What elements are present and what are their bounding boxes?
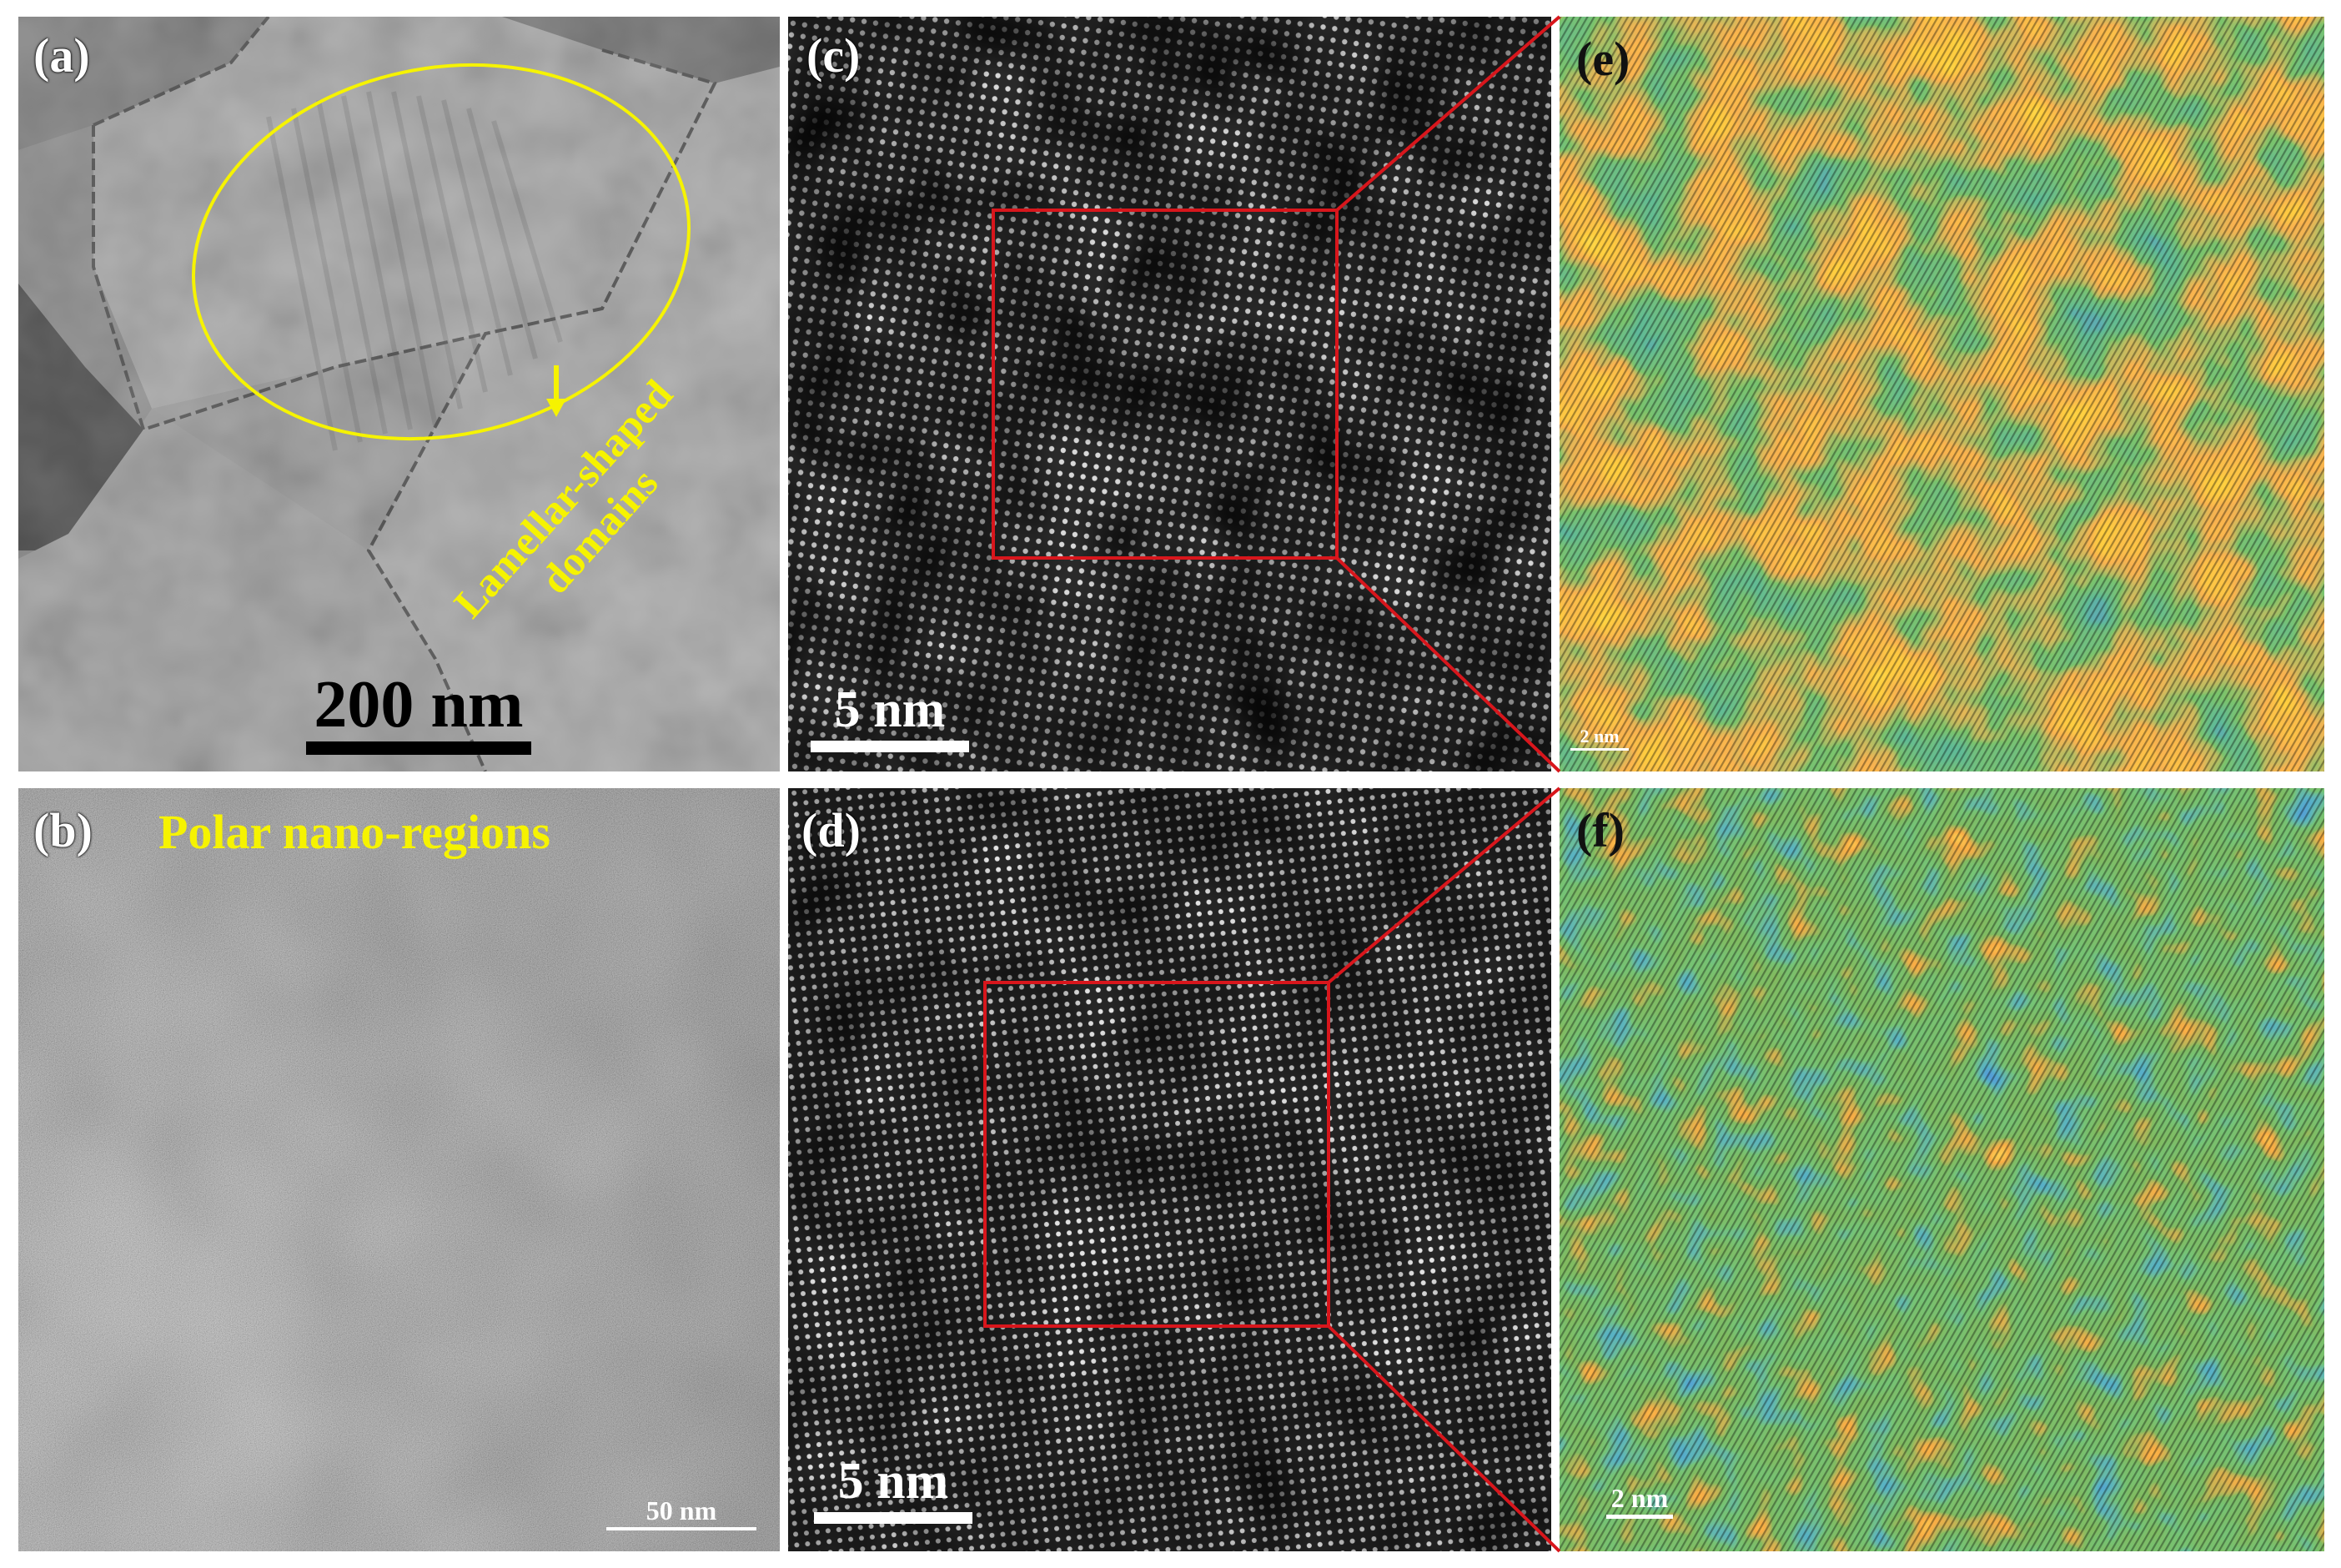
scale-bar-a: 200 nm (294, 671, 544, 755)
panel-e-phase-map: (e) 2 nm (1560, 17, 2324, 771)
roi-box-c (992, 209, 1339, 560)
hrtem-lattice-image (788, 17, 1551, 771)
panel-b-tem-image: (b) Polar nano-regions 50 nm (18, 788, 780, 1551)
panel-label-f: (f) (1576, 803, 1625, 857)
scale-bar-b: 50 nm (598, 1497, 765, 1530)
arrow-icon (546, 399, 566, 417)
panel-label-b: (b) (33, 803, 93, 857)
polarization-phase-map (1560, 17, 2324, 771)
scale-bar-label: 2 nm (1580, 726, 1620, 746)
lamellar-domain-ellipse (192, 63, 691, 441)
panel-c-hrtem-image: (c) 5 nm (788, 17, 1551, 771)
scale-bar-line (1570, 748, 1629, 751)
tem-bright-field-image (18, 17, 780, 771)
scale-bar-line (306, 741, 531, 755)
scale-bar-label: 5 nm (834, 681, 946, 738)
scale-bar-e: 2 nm (1566, 727, 1633, 751)
panel-label-d: (d) (801, 803, 861, 857)
scale-bar-label: 50 nm (646, 1495, 717, 1525)
scale-bar-line (811, 741, 969, 752)
panel-label-c: (c) (806, 28, 861, 83)
scale-bar-f: 2 nm (1598, 1485, 1681, 1519)
tem-polar-nanoregion-image (18, 788, 780, 1551)
roi-box-d (983, 981, 1330, 1328)
scale-bar-d: 5 nm (810, 1455, 977, 1524)
scale-bar-label: 5 nm (837, 1453, 949, 1510)
scale-bar-line (606, 1527, 756, 1530)
panel-label-a: (a) (33, 28, 90, 83)
scale-bar-label: 2 nm (1610, 1483, 1669, 1513)
panel-a-tem-image: (a) Lamellar-shaped domains 200 nm (18, 17, 780, 771)
hrtem-lattice-image (788, 788, 1551, 1551)
scale-bar-label: 200 nm (314, 668, 524, 741)
panel-f-phase-map: (f) 2 nm (1560, 788, 2324, 1551)
polarization-phase-map (1560, 788, 2324, 1551)
polar-nano-regions-annotation: Polar nano-regions (158, 805, 550, 859)
panel-label-e: (e) (1576, 32, 1630, 86)
scale-bar-line (814, 1512, 972, 1524)
panel-d-hrtem-image: (d) 5 nm (788, 788, 1551, 1551)
scale-bar-line (1606, 1515, 1673, 1519)
scale-bar-c: 5 nm (806, 684, 973, 752)
